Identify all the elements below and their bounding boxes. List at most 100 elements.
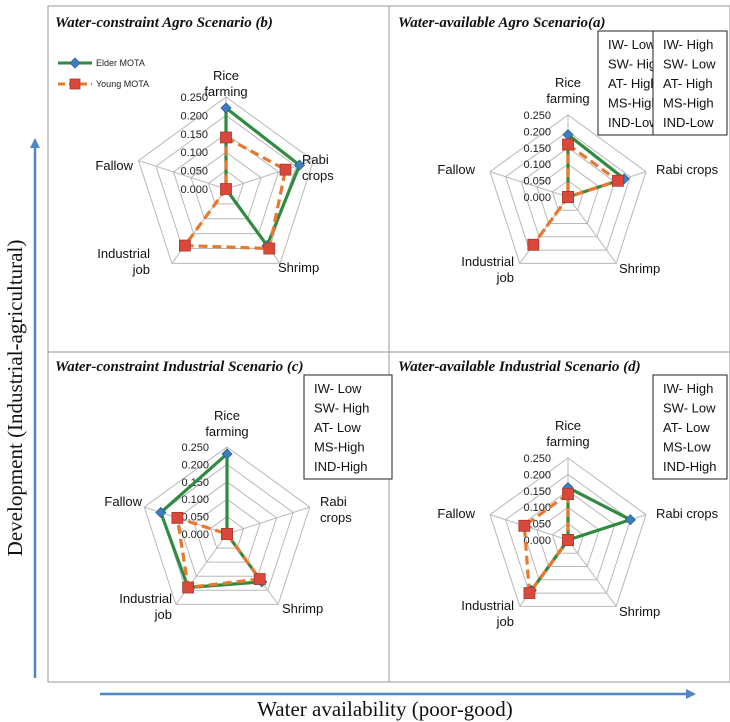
info-box-line: MS-High xyxy=(608,96,659,111)
info-box-line: SW- Low xyxy=(663,401,716,416)
grid-ring xyxy=(137,96,315,264)
tick-label: 0.200 xyxy=(180,110,208,122)
grid-spoke xyxy=(567,539,617,607)
series-line-young xyxy=(531,142,620,247)
info-box-line: MS-High xyxy=(314,440,365,455)
info-box-line: IW- High xyxy=(663,37,713,52)
info-box-line: IND-Low xyxy=(608,115,659,130)
point-young xyxy=(612,174,624,187)
point-young xyxy=(527,238,540,251)
info-box-line: IW- High xyxy=(663,381,713,396)
point-young xyxy=(562,138,574,151)
info-box-line: MS-High xyxy=(663,96,714,111)
category-label: Fallow xyxy=(437,162,475,177)
point-elder xyxy=(293,159,306,171)
grid-ring xyxy=(207,169,245,205)
chart-title: Water-available Industrial Scenario (d) xyxy=(398,359,641,375)
grid-ring xyxy=(520,147,616,238)
category-label: Rabi crops xyxy=(656,506,719,521)
grid-spoke xyxy=(567,196,617,264)
tick-label: 0.250 xyxy=(523,453,551,465)
info-box-line: IW- Low xyxy=(608,37,656,52)
tick-label: 0.000 xyxy=(523,192,551,204)
grid-ring xyxy=(520,490,616,581)
info-box-line: IND-High xyxy=(663,459,716,474)
info-box-line: AT- High xyxy=(608,76,658,91)
info-box-line: SW- High xyxy=(608,57,663,72)
category-label: Rabi crops xyxy=(656,162,719,177)
category-label: Rabi crops xyxy=(302,152,334,183)
point-young xyxy=(179,239,191,252)
point-young xyxy=(171,511,184,524)
tick-label: 0.000 xyxy=(523,535,551,547)
grid-ring xyxy=(172,133,280,235)
legend: Elder MOTA Young MOTA xyxy=(58,57,149,90)
point-elder xyxy=(220,102,232,114)
grid-spoke xyxy=(226,506,310,535)
category-label: Shrimp xyxy=(282,601,323,616)
series-line-young xyxy=(522,492,570,595)
category-label: Rice farming xyxy=(546,418,589,449)
category-label: Industrial job xyxy=(461,254,514,285)
grid-ring xyxy=(551,179,585,211)
info-box-line: AT- Low xyxy=(663,420,710,435)
info-box-line: IND-Low xyxy=(663,115,714,130)
tick-label: 0.000 xyxy=(181,529,209,541)
category-label: Fallow xyxy=(104,494,142,509)
radar-chart-4: Water-available Industrial Scenario (d) I… xyxy=(398,359,728,629)
chart-title: Water-constraint Agro Scenario (b) xyxy=(55,15,273,31)
tick-label: 0.050 xyxy=(523,176,551,188)
info-box xyxy=(652,30,728,136)
info-box-line: SW- High xyxy=(314,401,369,416)
tick-label: 0.150 xyxy=(523,486,551,498)
grid-ring xyxy=(193,498,261,563)
tick-label: 0.100 xyxy=(180,147,208,159)
tick-label: 0.050 xyxy=(181,512,209,524)
info-box-line: IW- Low xyxy=(314,381,362,396)
info-box-line: SW- Low xyxy=(663,57,716,72)
tick-label: 0.000 xyxy=(180,184,208,196)
grid-ring xyxy=(489,457,647,607)
category-label: Shrimp xyxy=(278,260,319,275)
category-label: Fallow xyxy=(95,158,133,173)
grid-ring xyxy=(551,522,585,554)
point-young xyxy=(279,163,292,176)
tick-label: 0.100 xyxy=(181,494,209,506)
point-elder xyxy=(155,506,167,519)
legend-elder-marker xyxy=(69,57,81,69)
info-box-line: MS-Low xyxy=(663,440,711,455)
grid-ring xyxy=(505,473,631,594)
category-label: Industrial job xyxy=(97,246,150,277)
point-young xyxy=(220,131,232,144)
point-young xyxy=(220,183,232,195)
tick-label: 0.150 xyxy=(523,143,551,155)
legend-young-marker xyxy=(69,78,81,90)
tick-label: 0.250 xyxy=(180,92,208,104)
info-box-line: AT- Low xyxy=(314,420,361,435)
point-young xyxy=(253,573,266,585)
info-box-line: AT- High xyxy=(663,76,713,91)
tick-label: 0.100 xyxy=(523,502,551,514)
radar-chart-1: Water-constraint Agro Scenario (b) IW- Lo… xyxy=(55,15,687,277)
category-label: Industrial job xyxy=(119,591,172,622)
point-elder xyxy=(624,514,636,526)
point-elder xyxy=(221,448,233,460)
radar-chart-3: Water-constraint Industrial Scenario (c)… xyxy=(55,359,393,622)
grid-ring xyxy=(190,151,262,220)
series-line-young xyxy=(183,135,288,251)
point-young xyxy=(263,242,276,255)
grid-ring xyxy=(176,481,278,577)
y-axis-label: Development (Industrial-agricultural) xyxy=(3,240,27,557)
point-young xyxy=(182,581,195,594)
category-label: Rice farming xyxy=(205,408,248,439)
info-box xyxy=(303,374,393,480)
tick-label: 0.200 xyxy=(523,126,551,138)
grid-spoke xyxy=(489,171,569,198)
grid-spoke xyxy=(175,533,228,605)
info-box xyxy=(652,374,728,480)
tick-label: 0.200 xyxy=(181,459,209,471)
grid-ring xyxy=(209,515,245,549)
point-young xyxy=(518,519,531,532)
x-axis-label: Water availability (poor-good) xyxy=(257,697,513,721)
